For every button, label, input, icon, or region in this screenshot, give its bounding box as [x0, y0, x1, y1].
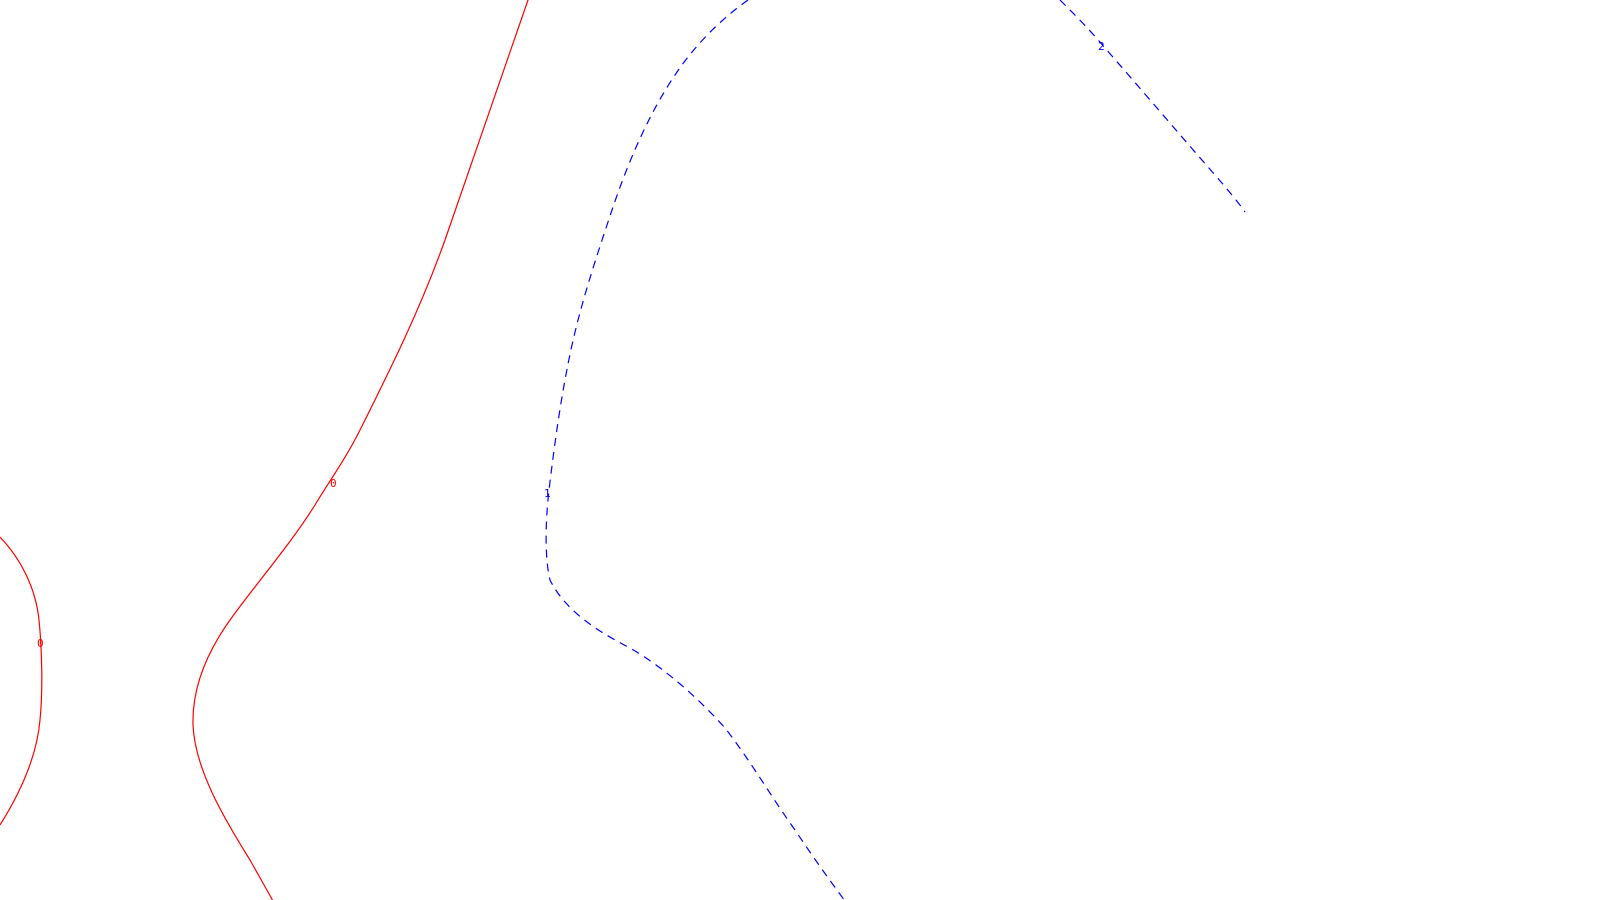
- contour-label-0-main: 0: [330, 477, 337, 490]
- contour-label-0-left: 0: [37, 637, 44, 650]
- contour-line-0-main: [192, 0, 529, 900]
- contour-line-2: [1059, 0, 1246, 213]
- contour-line-0-left: [0, 536, 43, 826]
- contour-label-1: 1: [544, 487, 551, 500]
- contour-label-2: 2: [1098, 40, 1105, 53]
- contour-line-1: [545, 0, 846, 900]
